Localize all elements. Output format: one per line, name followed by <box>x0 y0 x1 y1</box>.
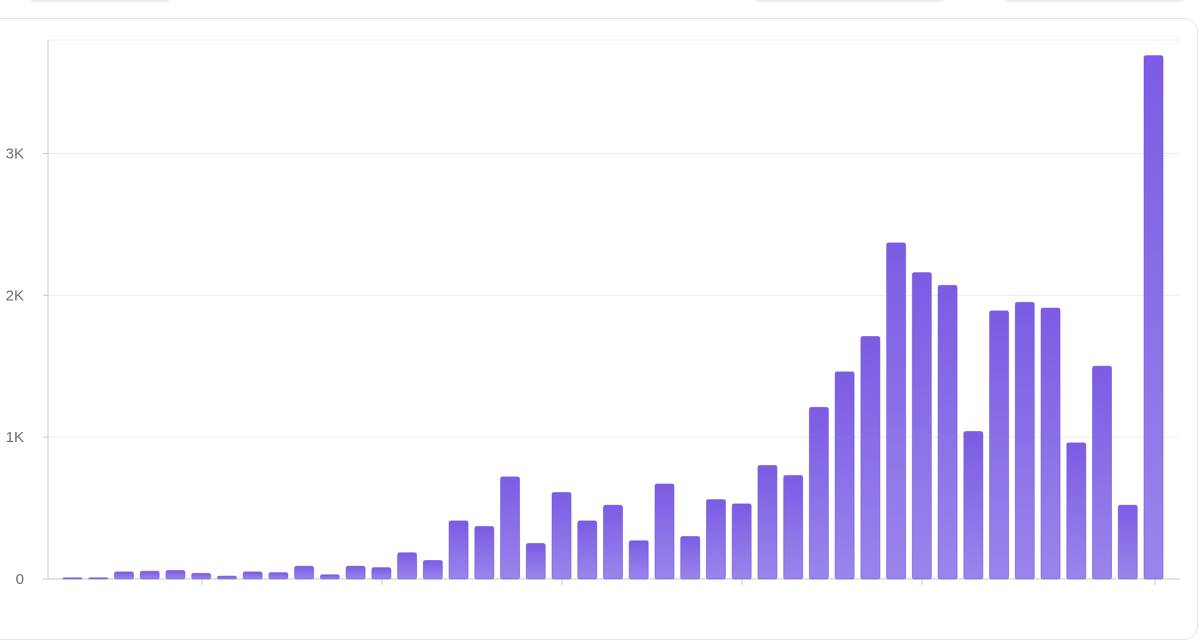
header-pill-right <box>1005 0 1185 2</box>
bar-9[interactable] <box>268 572 289 580</box>
bar-7[interactable] <box>216 575 237 580</box>
bar-31[interactable] <box>834 371 855 580</box>
y-tick-label: 1K <box>6 429 24 446</box>
bar-14[interactable] <box>397 552 418 580</box>
bar-12[interactable] <box>345 565 366 580</box>
bar-19[interactable] <box>525 543 546 580</box>
bar-25[interactable] <box>680 535 701 580</box>
bar-6[interactable] <box>191 572 212 580</box>
bar-1[interactable] <box>62 577 83 580</box>
bar-30[interactable] <box>808 406 829 580</box>
bar-26[interactable] <box>705 499 726 580</box>
bar-43[interactable] <box>1143 55 1164 580</box>
bar-34[interactable] <box>911 272 932 580</box>
bar-10[interactable] <box>294 565 315 580</box>
y-tick-labels: 0 1K 2K 3K <box>6 145 24 588</box>
bar-35[interactable] <box>937 284 958 580</box>
bar-36[interactable] <box>963 430 984 580</box>
bar-4[interactable] <box>139 570 160 580</box>
bar-15[interactable] <box>422 560 443 580</box>
bar-27[interactable] <box>731 503 752 580</box>
bar-chart: 0 1K 2K 3K <box>6 39 1180 588</box>
bar-23[interactable] <box>628 540 649 580</box>
bar-33[interactable] <box>886 242 907 580</box>
bar-13[interactable] <box>371 567 392 580</box>
bar-24[interactable] <box>654 483 675 580</box>
bar-3[interactable] <box>113 571 134 580</box>
y-tick-label: 2K <box>6 287 24 304</box>
y-tick-label: 3K <box>6 145 24 162</box>
bar-2[interactable] <box>88 577 109 580</box>
y-tick-label: 0 <box>16 571 24 588</box>
bar-5[interactable] <box>165 569 186 580</box>
bar-41[interactable] <box>1092 365 1113 580</box>
header-pill-middle <box>755 0 945 2</box>
bar-18[interactable] <box>500 476 521 580</box>
bar-28[interactable] <box>757 465 778 580</box>
bar-16[interactable] <box>448 520 469 580</box>
bar-42[interactable] <box>1117 504 1138 580</box>
bar-17[interactable] <box>474 526 495 580</box>
bar-37[interactable] <box>989 310 1010 580</box>
bar-40[interactable] <box>1066 442 1087 580</box>
axes <box>43 40 1180 585</box>
bar-21[interactable] <box>577 520 598 580</box>
bar-8[interactable] <box>242 571 263 580</box>
bar-22[interactable] <box>603 504 623 580</box>
bars <box>62 55 1164 580</box>
grid-lines <box>48 39 1180 438</box>
bar-20[interactable] <box>551 491 572 580</box>
bar-39[interactable] <box>1040 307 1061 580</box>
bar-32[interactable] <box>860 335 881 580</box>
bar-38[interactable] <box>1014 301 1035 580</box>
bar-11[interactable] <box>319 574 340 580</box>
bar-29[interactable] <box>783 474 804 580</box>
header-pill-left <box>30 0 170 2</box>
